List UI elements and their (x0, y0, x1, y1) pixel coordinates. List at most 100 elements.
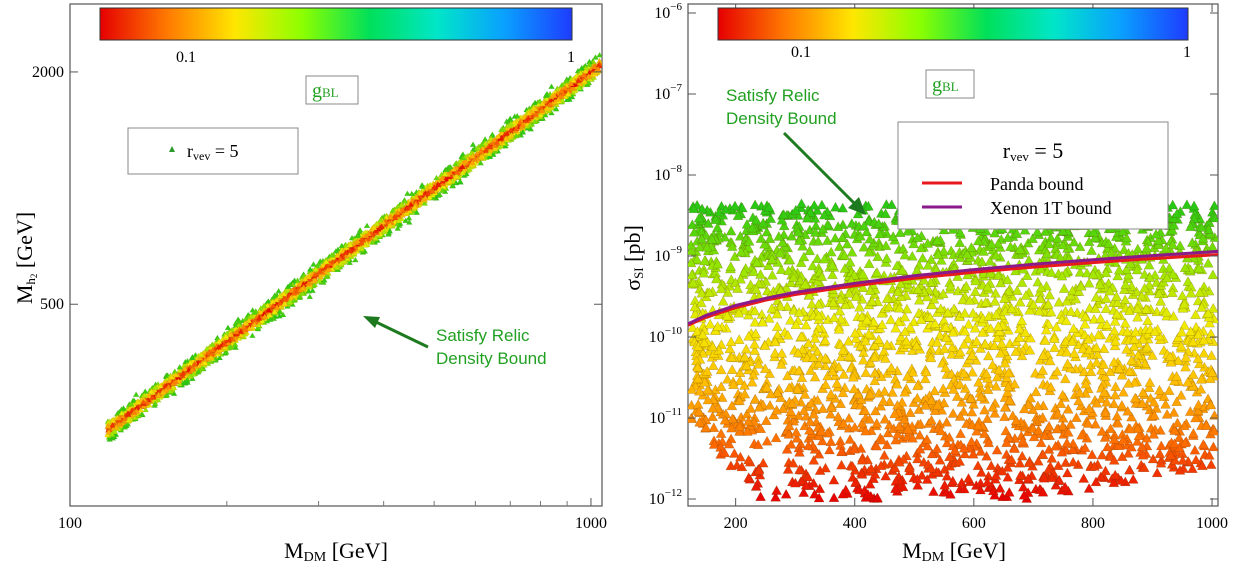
right-scatter-point (1207, 269, 1218, 280)
left-scatter-point (536, 98, 544, 104)
left-scatter-point (140, 398, 147, 405)
left-scatter-point (266, 312, 274, 318)
left-scatter-point (290, 290, 298, 296)
right-scatter-point (770, 491, 782, 502)
left-scatter-point (354, 232, 361, 239)
left-scatter-point (373, 220, 381, 227)
left-scatter-point (346, 241, 354, 248)
right-scatter-point (881, 439, 893, 450)
right-scatter-point (975, 466, 987, 477)
right-scatter-point (934, 454, 946, 465)
left-scatter-point (233, 328, 240, 335)
left-scatter-point (249, 332, 256, 338)
left-scatter-point (531, 118, 539, 125)
right-scatter-point (734, 375, 746, 385)
right-scatter-point (839, 262, 851, 273)
left-scatter-point (497, 126, 505, 133)
right-scatter-point (902, 225, 914, 236)
left-scatter-point (258, 317, 266, 324)
left-scatter-point (119, 412, 126, 419)
right-scatter-point (972, 460, 984, 471)
right-scatter-point (1172, 355, 1184, 366)
left-scatter-point (391, 214, 399, 221)
left-scatter-point (478, 141, 485, 148)
right-scatter-point (922, 259, 934, 270)
right-scatter-point (708, 438, 720, 449)
left-scatter-point (538, 107, 546, 114)
right-scatter-point (890, 434, 902, 445)
right-scatter-point (1122, 447, 1134, 458)
left-scatter-point (581, 78, 588, 85)
right-scatter-point (1068, 236, 1080, 247)
right-scatter-point (864, 285, 876, 295)
right-scatter-point (938, 397, 950, 408)
right-scatter-point (1035, 437, 1047, 448)
left-scatter-point (165, 383, 172, 390)
left-scatter-point (104, 423, 112, 429)
left-scatter-point (555, 96, 562, 102)
left-scatter-point (217, 346, 225, 353)
right-scatter-point (750, 480, 762, 491)
right-scatter-point (695, 297, 707, 308)
right-scatter-point (1142, 328, 1154, 339)
right-scatter-point (1101, 243, 1113, 254)
right-scatter-point (1035, 282, 1047, 293)
left-colorbar-title: gBL (312, 80, 339, 102)
right-scatter-point (734, 425, 745, 436)
left-scatter-point (435, 185, 443, 192)
left-scatter-point (489, 131, 496, 138)
right-scatter-point (912, 232, 924, 242)
right-scatter-point (702, 394, 714, 405)
left-scatter-point (215, 338, 223, 344)
left-colorbar-min-label: 0.1 (176, 49, 196, 66)
left-scatter-point (254, 324, 262, 330)
right-scatter-point (1088, 460, 1100, 471)
left-scatter-point (507, 126, 515, 133)
right-scatter-point (1109, 389, 1121, 400)
left-scatter-point (560, 90, 567, 97)
right-scatter-point (715, 428, 727, 438)
left-scatter-point (428, 187, 436, 194)
left-scatter-point (396, 222, 403, 228)
left-scatter-point (363, 222, 371, 229)
left-scatter-point (334, 252, 341, 258)
left-scatter-point (305, 273, 312, 280)
right-scatter-point (1016, 315, 1028, 326)
right-scatter-point (907, 345, 918, 355)
right-scatter-point (963, 318, 975, 329)
left-scatter-point (596, 51, 602, 58)
right-scatter-point (1131, 435, 1143, 446)
left-scatter-point (176, 363, 184, 370)
right-scatter-point (969, 322, 981, 333)
left-scatter-point (358, 245, 366, 252)
right-scatter-point (1009, 443, 1021, 453)
left-scatter-point (296, 293, 304, 299)
right-scatter-point (1116, 399, 1128, 410)
right-scatter-point (1002, 471, 1014, 482)
right-scatter-point (741, 408, 753, 419)
left-scatter-point (486, 153, 494, 160)
right-scatter-point (785, 314, 796, 325)
right-scatter-point (1111, 410, 1123, 421)
right-scatter-point (1025, 392, 1037, 403)
right-scatter-point (795, 331, 807, 341)
right-scatter-point (827, 259, 838, 270)
right-scatter-point (1086, 449, 1098, 459)
right-scatter-point (885, 458, 897, 468)
right-scatter-point (1044, 289, 1056, 300)
right-scatter-point (759, 238, 771, 249)
right-scatter-point (985, 460, 997, 471)
right-scatter-point (975, 391, 987, 402)
left-scatter-point (320, 279, 327, 285)
left-scatter-point (247, 313, 255, 319)
right-scatter-point (922, 440, 934, 451)
right-scatter-point (1037, 486, 1049, 497)
right-scatter-point (957, 294, 969, 305)
right-scatter-point (963, 472, 974, 483)
left-scatter-point (215, 344, 222, 350)
right-scatter-point (1039, 226, 1051, 236)
left-scatter-point (446, 178, 454, 184)
left-scatter-point (221, 341, 228, 347)
right-scatter-point (1176, 290, 1188, 301)
right-scatter-point (770, 432, 782, 443)
